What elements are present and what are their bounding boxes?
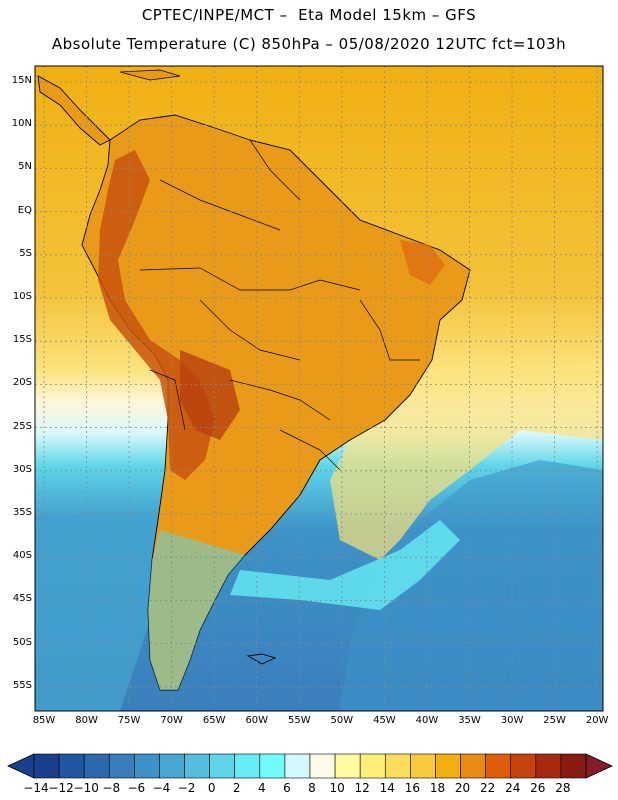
- lon-label: 40W: [415, 715, 439, 726]
- colorbar-swatch: [410, 753, 436, 779]
- colorbar-swatch: [510, 753, 537, 779]
- map-title-line-2: Absolute Temperature (C) 850hPa – 05/08/…: [51, 35, 567, 53]
- lat-label: 30S: [12, 463, 32, 475]
- lon-label: 75W: [117, 715, 141, 726]
- lon-label: 45W: [373, 715, 396, 726]
- lon-label: 65W: [202, 715, 226, 726]
- lon-label: 85W: [32, 715, 56, 726]
- lon-label: 25W: [543, 715, 566, 726]
- northeast-brazil-hot-zone: [400, 240, 445, 285]
- colorbar-tick-label: 4: [257, 781, 266, 795]
- lat-label: 10N: [11, 118, 32, 130]
- colorbar-tick-label: 2: [232, 781, 241, 795]
- lat-label: 35S: [12, 507, 32, 518]
- colorbar-swatch: [159, 753, 185, 779]
- colorbar-tick-label: −12: [48, 781, 74, 795]
- colorbar-swatch: [209, 753, 236, 779]
- colorbar-swatch: [284, 753, 311, 779]
- colorbar-swatch: [535, 753, 562, 779]
- patagonia-cool-zone: [148, 530, 245, 690]
- colorbar-swatch: [485, 753, 512, 779]
- lon-label: 60W: [245, 715, 269, 726]
- colorbar-swatch: [108, 753, 135, 779]
- south-atlantic-cool-zone: [340, 460, 603, 711]
- lat-label: 5S: [19, 247, 32, 259]
- colorbar-tick-label: −8: [102, 781, 121, 795]
- colorbar-swatch: [309, 753, 336, 779]
- lat-label: 25S: [12, 420, 32, 432]
- colorbar-swatch: [134, 753, 160, 779]
- colorbar-swatch: [58, 753, 85, 779]
- colorbar-swatch: [435, 753, 461, 779]
- colorbar-tick-label: −10: [73, 781, 99, 795]
- lat-label: 10S: [12, 291, 32, 302]
- falkland-islands: [246, 653, 277, 665]
- map-frame: [34, 65, 604, 712]
- colorbar-tick-label: −2: [177, 781, 196, 795]
- lat-label: 40S: [12, 550, 32, 562]
- lat-label: 20S: [12, 377, 32, 389]
- colorbar-tick-label: 14: [379, 781, 395, 795]
- central-america-land: [37, 75, 111, 146]
- colorbar: [7, 753, 613, 779]
- map-title-line-1: CPTEC/INPE/MCT – Eta Model 15km – GFS: [141, 6, 477, 24]
- lon-label: 80W: [75, 715, 98, 726]
- colorbar-tick-label: 18: [429, 781, 446, 795]
- south-atlantic-warm-zone: [330, 360, 603, 560]
- colorbar-tick-label: 16: [404, 781, 420, 795]
- chaco-hot-zone: [180, 350, 240, 440]
- lat-label: 15S: [12, 334, 32, 346]
- colorbar-tick-label: −4: [152, 781, 171, 795]
- colorbar-tick-label: 24: [505, 781, 521, 795]
- lat-label: 55S: [12, 679, 32, 691]
- colorbar-tick-label: 26: [530, 781, 546, 795]
- caribbean-island: [119, 69, 181, 81]
- lon-label: 35W: [458, 715, 481, 726]
- colorbar-tick-label: 28: [555, 781, 571, 795]
- colorbar-swatch: [560, 753, 587, 779]
- colorbar-swatch: [334, 753, 361, 779]
- colorbar-swatch: [83, 753, 110, 779]
- lon-label: 50W: [330, 715, 354, 726]
- colorbar-right-arrow: [585, 753, 613, 779]
- colorbar-swatch: [384, 753, 411, 779]
- colorbar-tick-label: 6: [283, 781, 291, 795]
- lon-label: 70W: [160, 715, 183, 726]
- lat-label: 5N: [18, 161, 32, 173]
- colorbar-swatch: [259, 753, 286, 779]
- colorbar-tick-label: 22: [480, 781, 496, 795]
- lon-label: 20W: [585, 715, 609, 726]
- lon-label: 30W: [500, 715, 524, 726]
- colorbar-swatch: [234, 753, 261, 779]
- pacific-cool-zone: [35, 515, 170, 711]
- colorbar-tick-label: 0: [207, 781, 216, 795]
- colorbar-tick-label: 10: [329, 781, 345, 795]
- colorbar-tick-label: 20: [454, 781, 471, 795]
- cyan-band: [230, 520, 460, 610]
- colorbar-swatch: [33, 753, 60, 779]
- colorbar-tick-label: −14: [23, 781, 49, 795]
- colorbar-swatch: [184, 753, 210, 779]
- colorbar-swatch: [460, 753, 486, 779]
- lon-label: 55W: [287, 715, 311, 726]
- colorbar-tick-label: 12: [354, 781, 370, 795]
- colorbar-tick-label: −6: [127, 781, 146, 795]
- lat-label: 45S: [12, 593, 32, 605]
- country-borders: [139, 139, 420, 471]
- lat-label: 50S: [12, 636, 32, 648]
- lat-label: EQ: [17, 204, 32, 216]
- lat-label: 15N: [11, 75, 32, 86]
- colorbar-left-arrow: [7, 753, 35, 779]
- colorbar-tick-label: 8: [308, 781, 316, 795]
- colorbar-swatch: [359, 753, 386, 779]
